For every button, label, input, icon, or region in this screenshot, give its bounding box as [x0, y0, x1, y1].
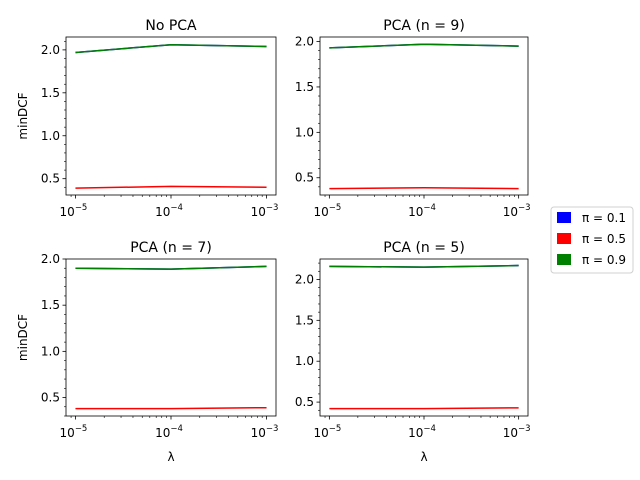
- legend-swatch: [557, 212, 571, 223]
- series-line-2: [329, 186, 519, 190]
- y-tick-label: 2.0: [41, 43, 60, 57]
- y-axis-label: minDCF: [16, 314, 30, 361]
- x-axis-label: λ: [167, 450, 174, 464]
- legend-label: π = 0.5: [582, 232, 626, 246]
- series-line-3: [75, 265, 267, 270]
- series-line-2: [75, 406, 267, 410]
- legend-swatch: [557, 254, 571, 265]
- y-tick-label: 1.0: [41, 344, 60, 358]
- legend-label: π = 0.9: [582, 253, 626, 267]
- x-axis-label: λ: [420, 450, 427, 464]
- y-tick-label: 0.5: [295, 395, 314, 409]
- subplot-4: PCA (n = 5)0.51.01.52.010−5 10−4 10−3λ: [295, 240, 531, 464]
- series-line-3: [329, 43, 519, 49]
- y-tick-label: 2.0: [41, 252, 60, 266]
- y-tick-label: 1.5: [295, 80, 314, 94]
- y-tick-label: 1.5: [295, 313, 314, 327]
- legend-label: π = 0.1: [582, 211, 626, 225]
- series-line-2: [329, 407, 519, 410]
- y-tick-label: 1.0: [41, 129, 60, 143]
- y-tick-label: 2.0: [295, 35, 314, 49]
- y-tick-label: 1.5: [41, 86, 60, 100]
- subplot-title: PCA (n = 7): [130, 240, 212, 256]
- y-tick-label: 0.5: [41, 391, 60, 405]
- series-line-3: [75, 43, 267, 54]
- subplot-title: No PCA: [145, 18, 197, 34]
- series-line-3: [329, 264, 519, 268]
- y-tick-label: 0.5: [295, 171, 314, 185]
- series-line-2: [75, 185, 267, 189]
- y-tick-label: 1.0: [295, 354, 314, 368]
- y-tick-label: 2.0: [295, 272, 314, 286]
- y-tick-label: 1.5: [41, 298, 60, 312]
- y-axis-label: minDCF: [16, 92, 30, 139]
- legend: π = 0.1 π = 0.5 π = 0.9: [550, 206, 634, 274]
- y-tick-label: 1.0: [295, 125, 314, 139]
- legend-frame: [550, 206, 634, 274]
- y-tick-label: 0.5: [41, 172, 60, 186]
- legend-swatch: [557, 233, 571, 244]
- subplot-title: PCA (n = 5): [383, 240, 465, 256]
- subplot-title: PCA (n = 9): [383, 18, 465, 34]
